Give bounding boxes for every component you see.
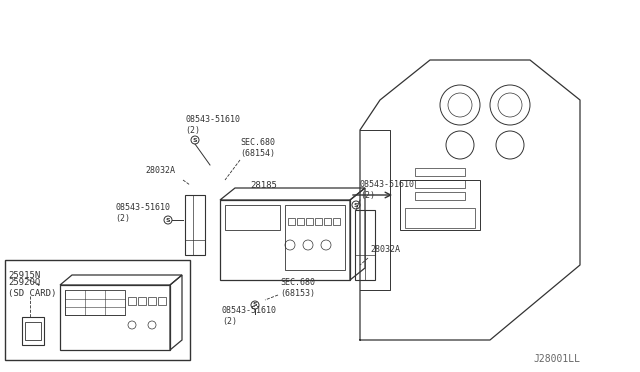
Text: 08543-51610
(2): 08543-51610 (2) (115, 203, 170, 223)
Bar (5, 260, 190, 360)
Text: SEC.680
(68154): SEC.680 (68154) (240, 138, 275, 158)
Text: 08543-51610
(2): 08543-51610 (2) (185, 115, 240, 135)
Text: SEC.680
(68153): SEC.680 (68153) (280, 278, 315, 298)
Bar (400, 180, 480, 230)
Bar (415, 180, 465, 188)
Bar (405, 208, 475, 228)
Bar (355, 210, 375, 280)
Text: S: S (193, 138, 197, 142)
Bar (185, 195, 205, 255)
Bar (297, 218, 304, 225)
Text: 28185: 28185 (250, 180, 277, 189)
Bar (25, 322, 41, 340)
Bar (148, 297, 156, 305)
Bar (288, 218, 295, 225)
Bar (333, 218, 340, 225)
Bar (285, 205, 345, 270)
Text: 28032A: 28032A (145, 166, 175, 174)
Text: 25920Q
(SD CARD): 25920Q (SD CARD) (8, 278, 56, 298)
Bar (415, 192, 465, 200)
Bar (128, 297, 136, 305)
Bar (22, 317, 44, 345)
Bar (138, 297, 146, 305)
Text: 08543-51610
(2): 08543-51610 (2) (222, 306, 277, 326)
Text: S: S (166, 218, 170, 222)
Bar (306, 218, 313, 225)
Bar (65, 290, 125, 315)
Bar (220, 200, 350, 280)
Bar (315, 218, 322, 225)
Text: 25915N: 25915N (8, 270, 40, 279)
Text: J28001LL: J28001LL (533, 354, 580, 364)
Bar (225, 205, 280, 230)
Text: 08543-51610
(2): 08543-51610 (2) (360, 180, 415, 200)
Bar (415, 168, 465, 176)
Bar (324, 218, 331, 225)
Text: S: S (253, 302, 257, 308)
Text: 28032A: 28032A (370, 246, 400, 254)
Bar (60, 285, 170, 350)
Text: S: S (354, 202, 358, 208)
Bar (158, 297, 166, 305)
